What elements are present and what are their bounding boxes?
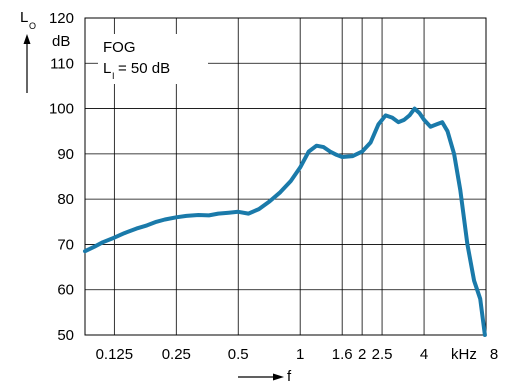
x-tick-labels: 0.125 0.25 0.5 1 1.6 2 2.5 4 8 xyxy=(96,346,499,363)
annotation-level-value: = 50 dB xyxy=(118,60,170,77)
x-tick-label: 0.5 xyxy=(228,346,249,363)
x-axis-unit-label: kHz xyxy=(451,346,477,363)
plot-frame xyxy=(84,17,487,336)
x-tick-label: 0.125 xyxy=(96,346,134,363)
annotation-background xyxy=(98,34,208,84)
y-tick-label: 110 xyxy=(50,55,74,72)
y-tick-label: 120 xyxy=(49,10,74,27)
y-tick-label: 80 xyxy=(57,191,74,208)
y-tick-label: 60 xyxy=(57,282,74,299)
x-axis-label: f xyxy=(287,368,292,381)
annotation-line1: FOG xyxy=(103,39,136,56)
y-tick-label: 70 xyxy=(57,236,74,253)
x-axis-arrow xyxy=(238,373,284,381)
x-tick-label: 2 xyxy=(358,346,366,363)
y-axis-label-main: L xyxy=(20,9,28,26)
annotation-level-sub: I xyxy=(112,71,115,81)
x-tick-label: 0.25 xyxy=(162,346,191,363)
y-axis-unit-label: dB xyxy=(52,33,70,50)
x-tick-label: 2.5 xyxy=(372,346,393,363)
annotation-level-main: L xyxy=(103,60,111,77)
y-tick-label: 50 xyxy=(57,327,74,344)
series-line xyxy=(83,106,487,337)
x-tick-label: 4 xyxy=(420,346,428,363)
y-tick-label: 100 xyxy=(49,101,74,118)
y-tick-labels: 50 60 70 80 90 100 110 120 xyxy=(49,10,74,344)
x-tick-label: 1.6 xyxy=(332,346,353,363)
x-tick-label: 1 xyxy=(296,346,304,363)
x-tick-label: 8 xyxy=(490,346,498,363)
y-axis-label-sub: O xyxy=(29,21,36,31)
y-axis-arrow xyxy=(23,34,31,93)
y-tick-label: 90 xyxy=(57,146,74,163)
